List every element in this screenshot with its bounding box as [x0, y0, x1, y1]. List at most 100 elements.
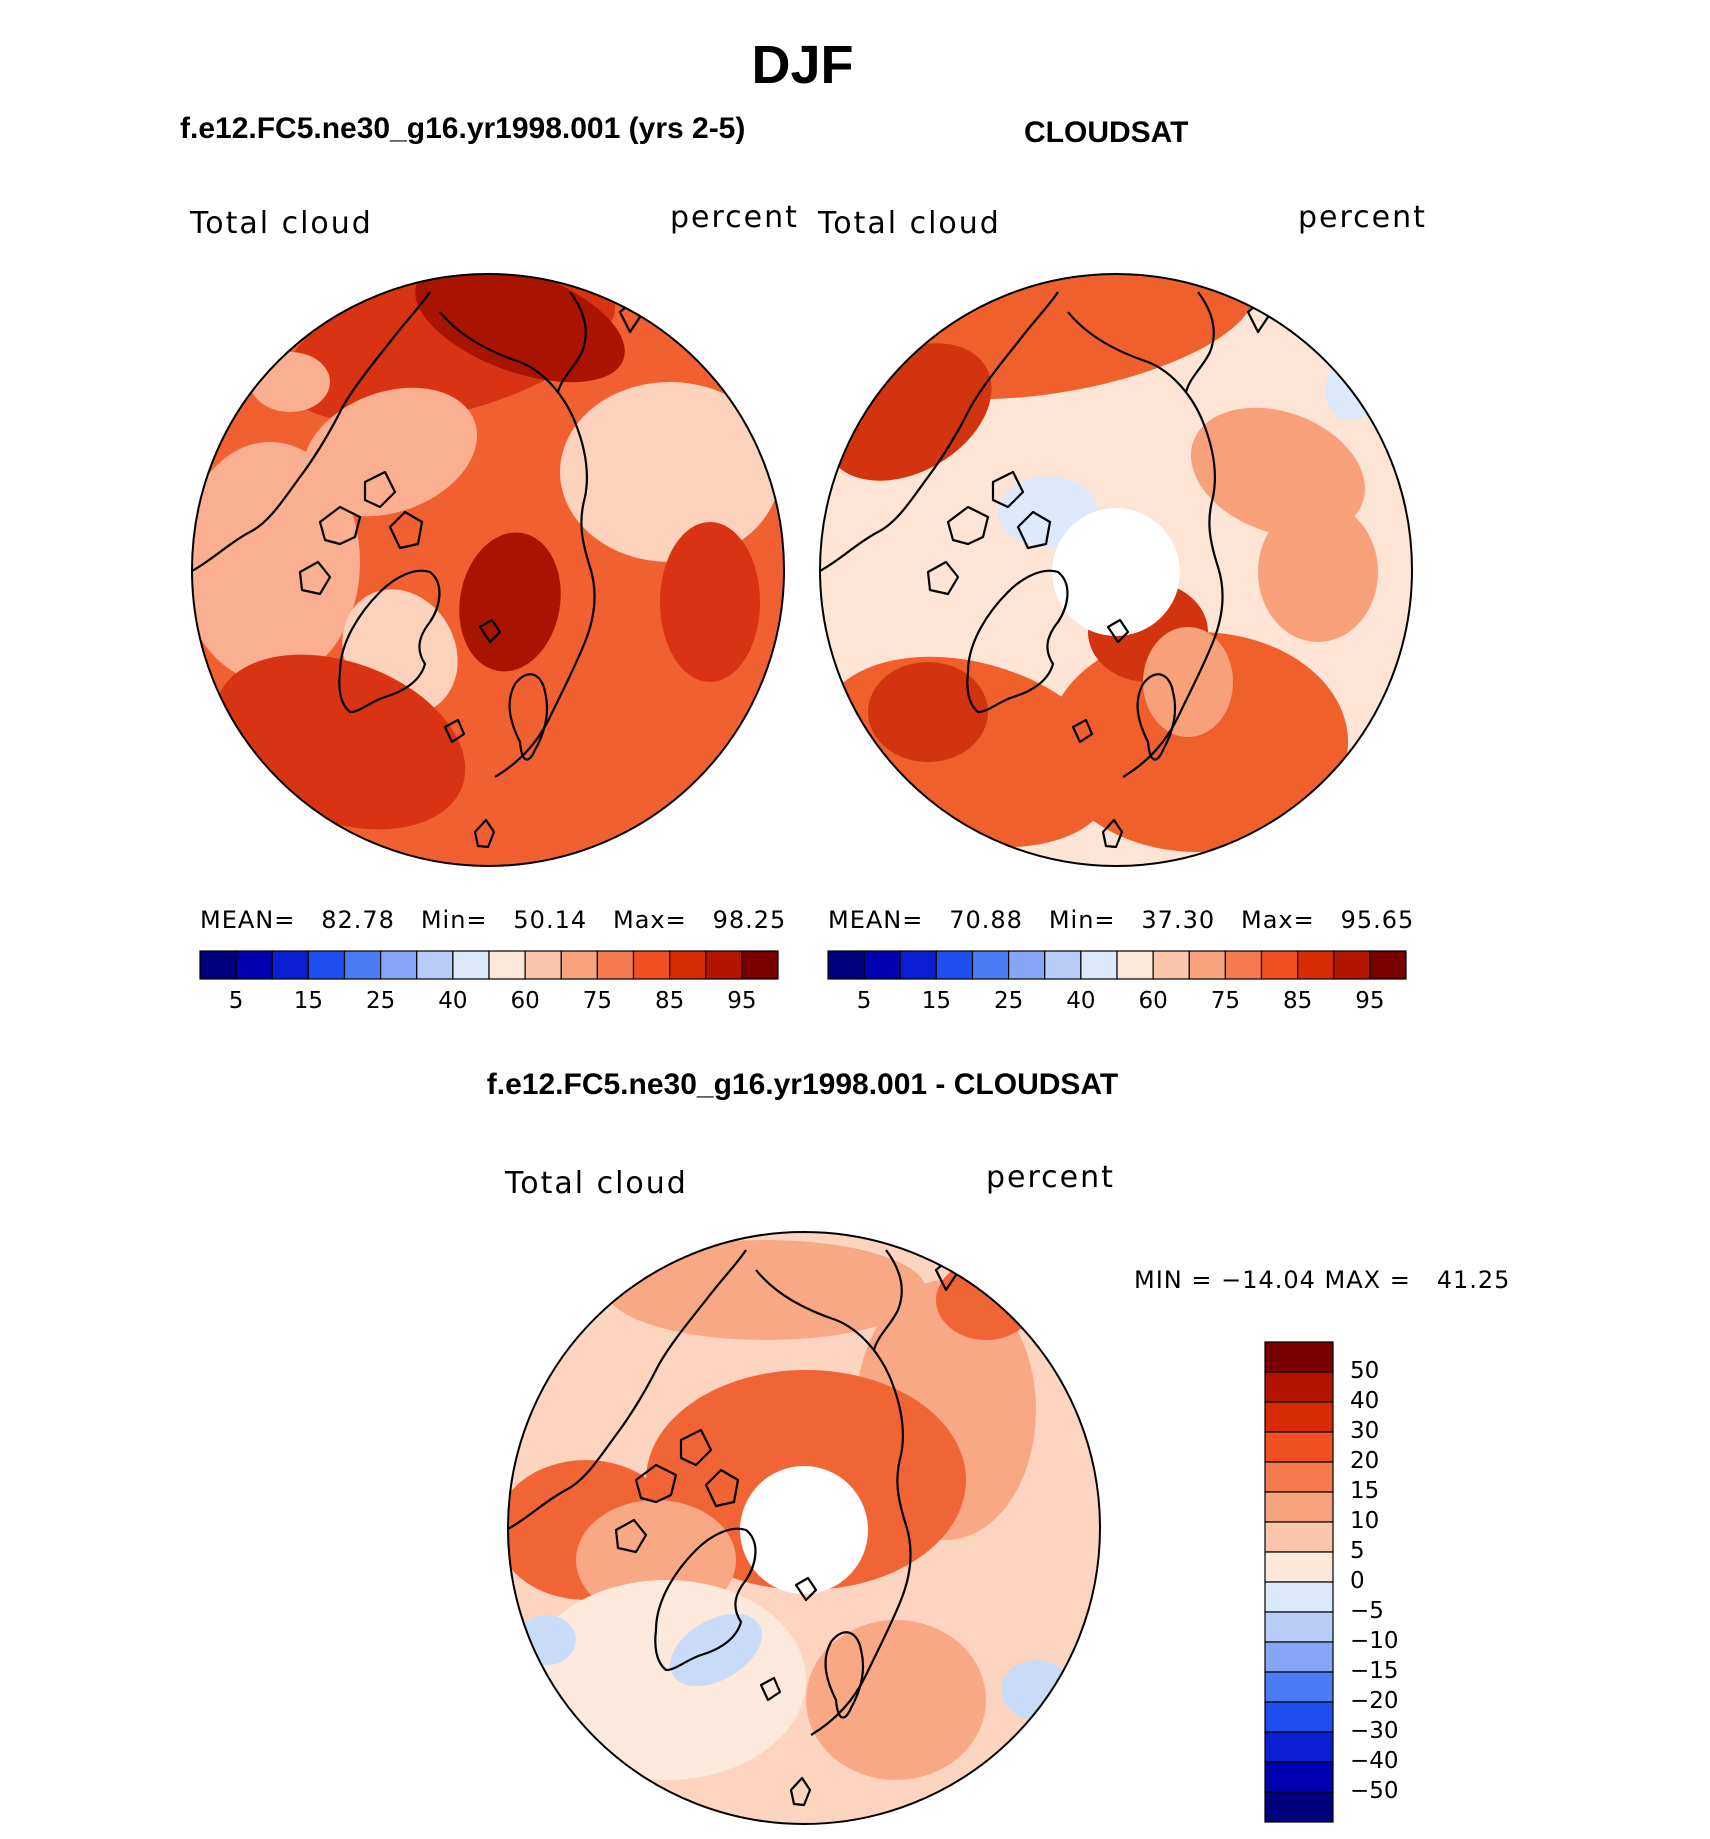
coastline	[363, 470, 397, 509]
coastline	[755, 1269, 912, 1736]
colorbar-swatch	[1264, 1701, 1334, 1733]
difference-colorbar	[1264, 1341, 1334, 1823]
coastline	[634, 1463, 678, 1504]
colorbar-swatch	[524, 950, 562, 980]
difference-panel-title: f.e12.FC5.ne30_g16.yr1998.001 - CLOUDSAT	[486, 1068, 1119, 1101]
obs-polar-map	[819, 273, 1413, 867]
colorbar-swatch	[1264, 1401, 1334, 1433]
colorbar-tick-label: 40	[1350, 1388, 1380, 1414]
model-colorbar	[199, 950, 779, 980]
colorbar-swatch	[1264, 1371, 1334, 1403]
colorbar-tick-label: 85	[1282, 988, 1313, 1014]
colorbar-tick-label: −20	[1350, 1688, 1399, 1714]
colorbar-tick-label: −10	[1350, 1628, 1399, 1654]
colorbar-tick-label: 75	[1210, 988, 1241, 1014]
no-data-hole	[740, 1466, 868, 1594]
model-panel-title: f.e12.FC5.ne30_g16.yr1998.001 (yrs 2-5)	[180, 112, 746, 145]
obs-variable-label: Total cloud	[818, 206, 1001, 241]
colorbar-tick-label: 5	[228, 988, 244, 1014]
cloud-contour-region	[660, 522, 760, 682]
colorbar-tick-label: 40	[438, 988, 468, 1014]
cloud-contour-region	[606, 1240, 926, 1340]
colorbar-tick-label: 5	[856, 988, 872, 1014]
colorbar-tick-label: 15	[1350, 1478, 1380, 1504]
colorbar-tick-label: −30	[1350, 1718, 1399, 1744]
colorbar-swatch	[199, 950, 237, 980]
model-stats: MEAN= 82.78 Min= 50.14 Max= 98.25	[200, 906, 787, 934]
difference-colorbar-ticks: 50 40 30 20 15 10 5 0 −5 −10 −15 −20 −30 −40 −50	[1350, 1342, 1430, 1822]
diff-units-label: percent	[986, 1160, 1115, 1195]
coastline	[1136, 673, 1177, 761]
coastline	[338, 569, 441, 714]
cloud-contour-region	[1048, 632, 1348, 852]
colorbar-swatch	[1264, 1671, 1334, 1703]
colorbar-swatch	[1264, 1551, 1334, 1583]
colorbar-tick-label: 5	[1350, 1538, 1365, 1564]
model-units-label: percent	[670, 200, 799, 235]
coastline	[1184, 291, 1215, 393]
colorbar-tick-label: 15	[921, 988, 952, 1014]
cloud-contour-region	[1258, 502, 1378, 642]
colorbar-swatch	[1008, 950, 1046, 980]
coastline	[759, 1676, 782, 1702]
coastline	[872, 1249, 903, 1351]
colorbar-swatch	[1264, 1641, 1334, 1673]
coastline	[654, 1527, 757, 1672]
colorbar-swatch	[271, 950, 309, 980]
model-colorbar-ticks: 5 15 25 40 60 75 85 95	[200, 988, 778, 1018]
colorbar-swatch	[1264, 1761, 1334, 1793]
colorbar-tick-label: 10	[1350, 1508, 1380, 1534]
colorbar-tick-label: 85	[654, 988, 685, 1014]
map-boundary	[819, 273, 1413, 867]
obs-units-label: percent	[1298, 200, 1427, 235]
colorbar-swatch	[1264, 1791, 1334, 1823]
colorbar-swatch	[1297, 950, 1335, 980]
coastline	[966, 569, 1069, 714]
coastline	[794, 1576, 818, 1602]
cloud-contour-region	[192, 442, 360, 682]
cloud-contour-region	[415, 274, 625, 383]
coastline-layer	[192, 291, 642, 849]
colorbar-swatch	[1188, 950, 1226, 980]
obs-colorbar-ticks: 5 15 25 40 60 75 85 95	[828, 988, 1406, 1018]
colorbar-tick-label: 25	[993, 988, 1024, 1014]
colorbar-swatch	[632, 950, 671, 980]
colorbar-swatch	[488, 950, 526, 980]
coastline	[439, 311, 596, 778]
cloud-contour-region	[516, 1615, 576, 1665]
coastline	[473, 818, 496, 849]
colorbar-tick-label: 75	[582, 988, 613, 1014]
coastline	[1067, 311, 1224, 778]
colorbar-tick-label: 25	[365, 988, 396, 1014]
colorbar-swatch	[380, 950, 418, 980]
colorbar-tick-label: −50	[1350, 1778, 1399, 1804]
colorbar-swatch	[1264, 1611, 1334, 1643]
colorbar-tick-label: 50	[1350, 1358, 1380, 1384]
colorbar-swatch	[235, 950, 273, 980]
colorbar-swatch	[596, 950, 635, 980]
colorbar-swatch	[1369, 950, 1407, 980]
cloud-contour-region	[560, 382, 780, 562]
colorbar-tick-label: 60	[510, 988, 540, 1014]
difference-polar-map	[507, 1231, 1101, 1825]
cloud-contour-region	[526, 1580, 806, 1780]
colorbar-swatch	[741, 950, 779, 980]
coastline	[824, 1631, 865, 1719]
coastline	[1101, 818, 1124, 849]
colorbar-swatch	[307, 950, 346, 980]
coastline-layer	[508, 1249, 958, 1807]
coastline	[991, 470, 1025, 509]
cloud-contour-region	[192, 732, 340, 852]
obs-stats: MEAN= 70.88 Min= 37.30 Max= 95.65	[828, 906, 1415, 934]
colorbar-swatch	[1116, 950, 1154, 980]
colorbar-tick-label: 95	[727, 988, 757, 1014]
map-boundary	[507, 1231, 1101, 1825]
colorbar-tick-label: 95	[1355, 988, 1385, 1014]
coastline	[478, 618, 502, 644]
map-field	[820, 274, 1412, 866]
coastline	[443, 718, 466, 744]
coastline	[614, 1518, 648, 1554]
coastline	[1016, 510, 1052, 550]
coastline	[704, 1468, 740, 1508]
map-field	[508, 1232, 1100, 1824]
